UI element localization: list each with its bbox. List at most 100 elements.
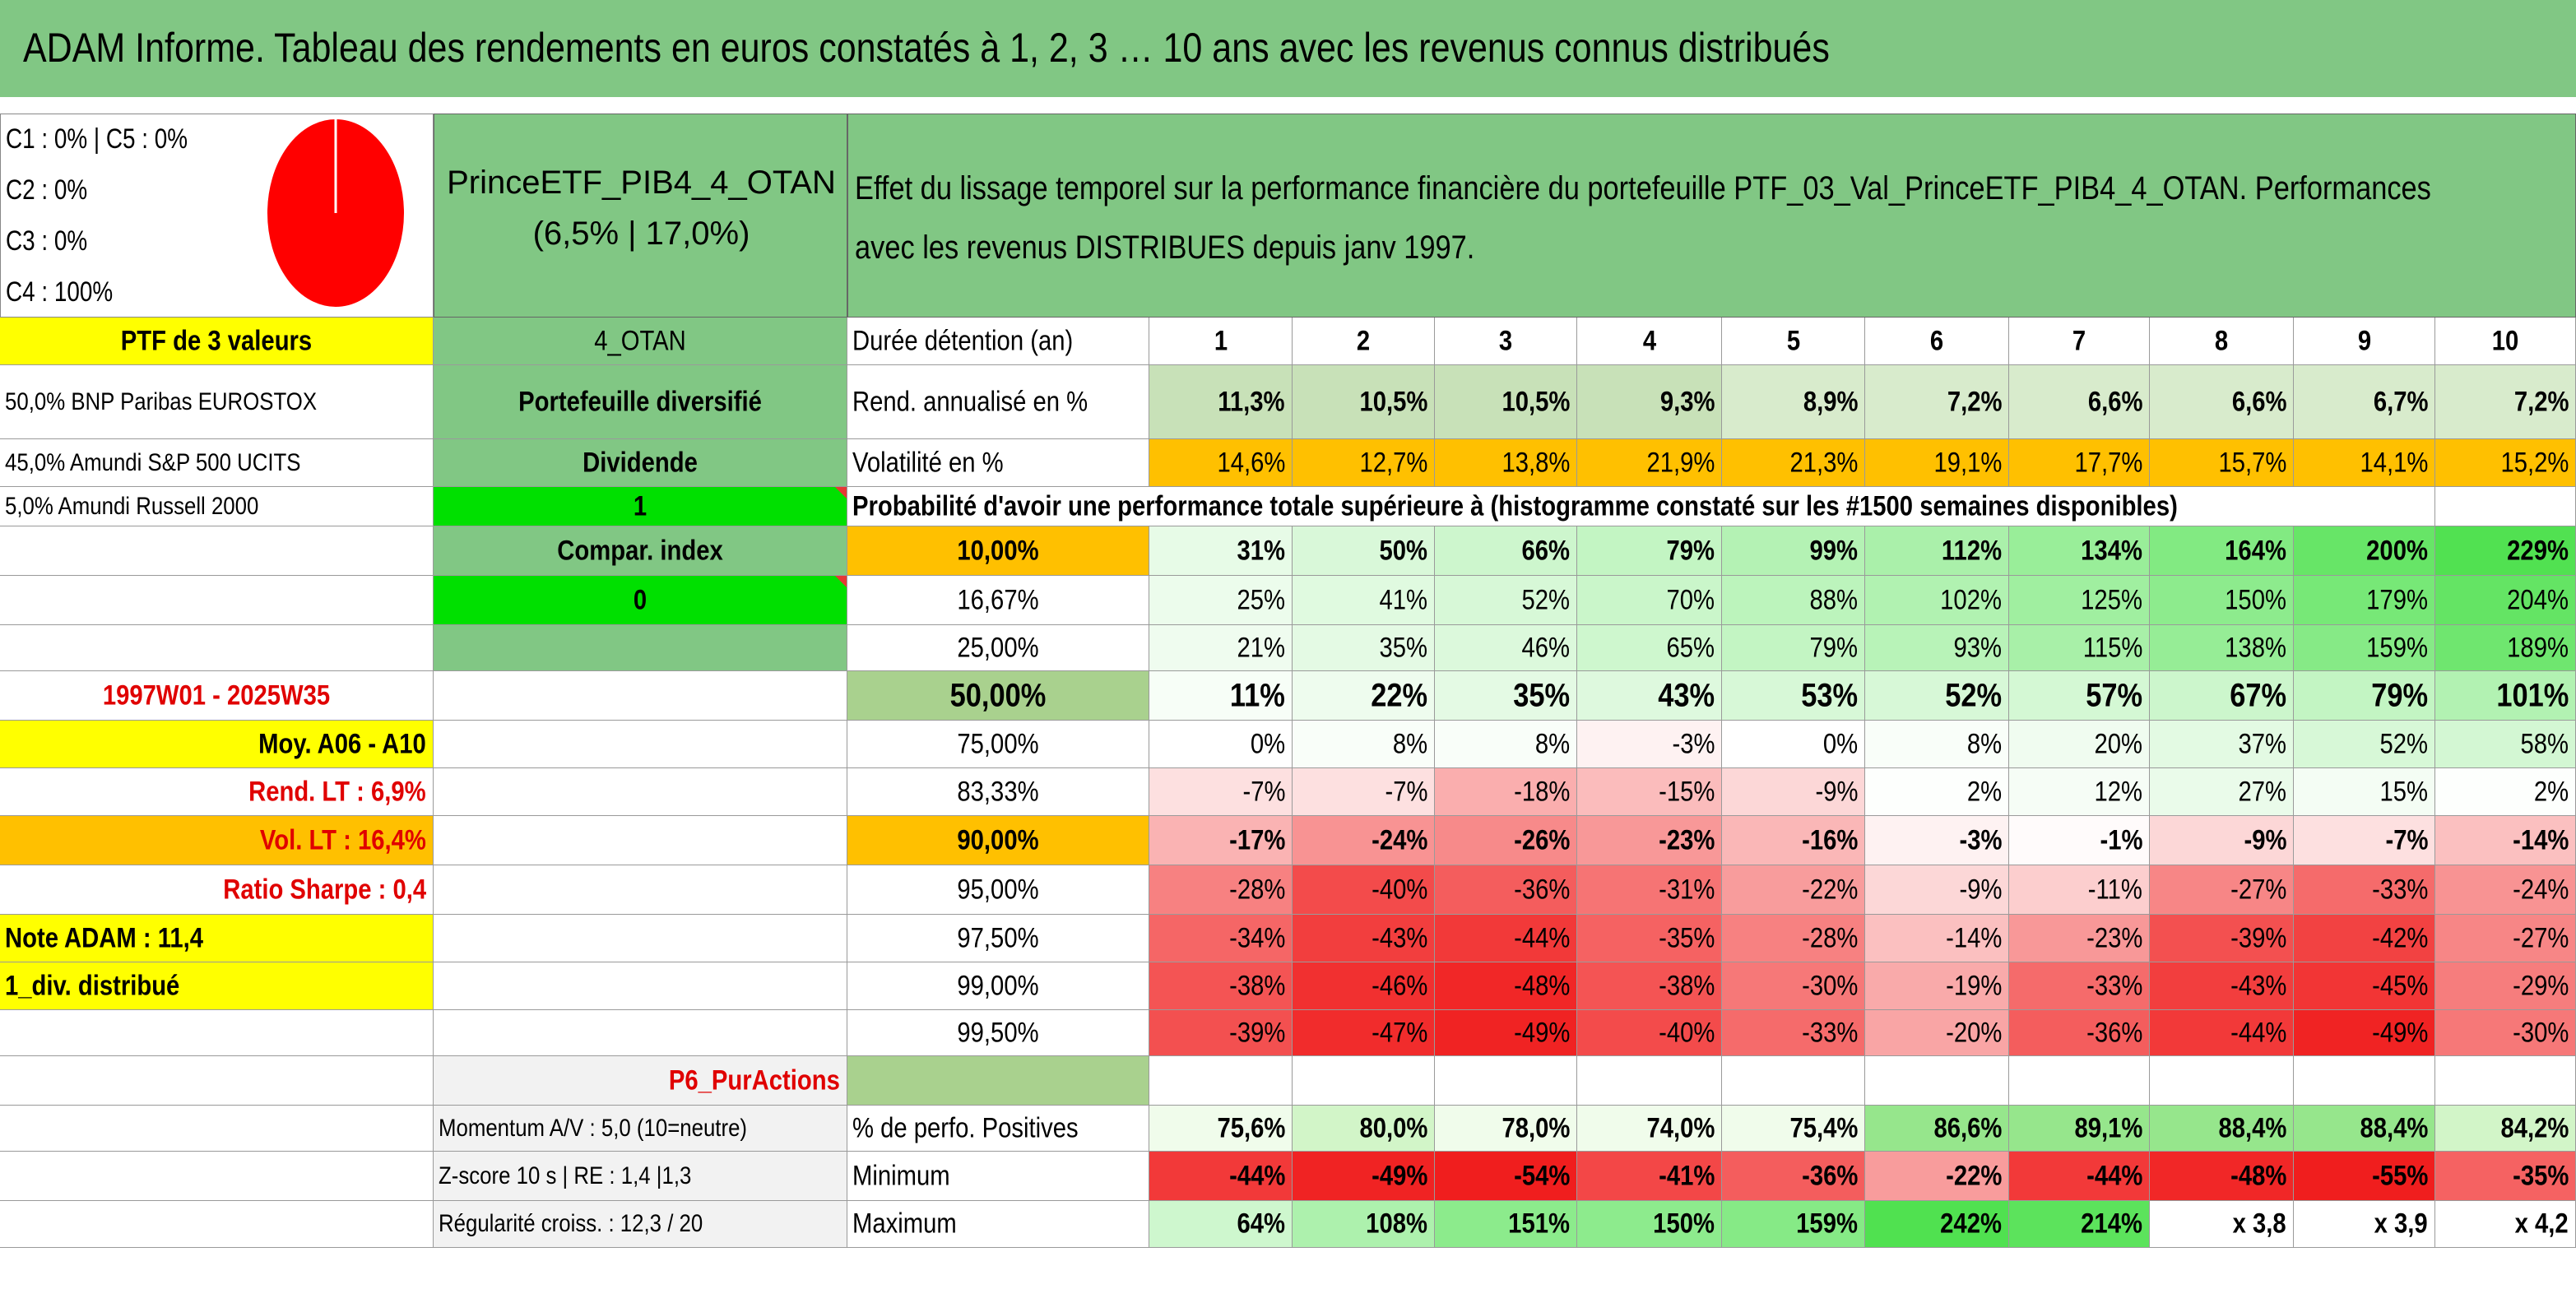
left-cell-2-text: 45,0% Amundi S&P 500 UCITS — [5, 448, 301, 476]
quantile-value-text: -9% — [2243, 824, 2286, 855]
pos-value-text: 80,0% — [1359, 1112, 1427, 1143]
vol-value-text: 14,6% — [1217, 447, 1285, 478]
title-bar: ADAM Informe. Tableau des rendements en … — [0, 0, 2576, 100]
left-cell-9-text: Rend. LT : 6,9% — [248, 776, 426, 807]
min-value: -48% — [2150, 1152, 2294, 1201]
quantile-value-text: 8% — [1534, 728, 1570, 759]
mid-cell-3: 1 — [434, 487, 847, 526]
empty-label-15 — [847, 1056, 1149, 1106]
rend-value-text: 6,7% — [2373, 386, 2428, 417]
quantile-value-text: -3% — [1671, 728, 1715, 759]
max-value: x 3,8 — [2150, 1201, 2294, 1248]
mid-cell-11 — [434, 865, 847, 915]
pos-value: 88,4% — [2150, 1106, 2294, 1152]
quantile-value: -38% — [1149, 962, 1293, 1010]
max-value: 214% — [2009, 1201, 2150, 1248]
year-header-text: 9 — [2357, 325, 2371, 356]
quantile-value-text: -20% — [1945, 1017, 2002, 1048]
rend-value: 9,3% — [1577, 365, 1722, 439]
quantile-value: 22% — [1293, 671, 1435, 721]
quantile-value: -46% — [1293, 962, 1435, 1010]
mid-cell-4-text: Compar. index — [557, 535, 723, 566]
min-value: -22% — [1865, 1152, 2009, 1201]
min-value: -35% — [2435, 1152, 2576, 1201]
quantile-value-text: -28% — [1228, 874, 1285, 905]
quantile-value: 25% — [1149, 576, 1293, 625]
quantile-value-text: -26% — [1513, 824, 1570, 855]
quantile-value: -36% — [1435, 865, 1577, 915]
description-header: Effet du lissage temporel sur la perform… — [847, 114, 2576, 318]
quantile-label: 50,00% — [847, 671, 1149, 721]
quantile-value-text: 79% — [1809, 632, 1858, 663]
quantile-value: -7% — [1149, 768, 1293, 816]
quantile-value: -44% — [2150, 1010, 2294, 1056]
quantile-value-text: 179% — [2366, 584, 2428, 615]
quantile-value-text: 66% — [1521, 535, 1570, 566]
quantile-value-text: 159% — [2366, 632, 2428, 663]
quantile-label: 99,50% — [847, 1010, 1149, 1056]
quantile-value: -34% — [1149, 915, 1293, 962]
quantile-value-text: 164% — [2225, 535, 2286, 566]
mid-cell-6 — [434, 625, 847, 671]
quantile-value: -14% — [1865, 915, 2009, 962]
pos-label-text: % de perfo. Positives — [852, 1112, 1079, 1143]
quantile-value-text: 12% — [2094, 776, 2142, 807]
quantile-value-text: 35% — [1513, 677, 1570, 713]
vol-value: 21,3% — [1722, 439, 1865, 487]
quantile-value-text: 21% — [1237, 632, 1285, 663]
min-value: -55% — [2294, 1152, 2435, 1201]
vol-value: 14,6% — [1149, 439, 1293, 487]
quantile-value: 21% — [1149, 625, 1293, 671]
quantile-value: 27% — [2150, 768, 2294, 816]
quantile-value: 8% — [1865, 721, 2009, 768]
rend-value: 6,6% — [2009, 365, 2150, 439]
quantile-value-text: -31% — [1658, 874, 1715, 905]
quantile-value-text: 31% — [1237, 535, 1285, 566]
year-header: 1 — [1149, 318, 1293, 365]
rend-value-text: 10,5% — [1502, 386, 1570, 417]
pos-value-text: 74,0% — [1646, 1112, 1715, 1143]
quantile-value-text: -27% — [2230, 874, 2286, 905]
quantile-value: -45% — [2294, 962, 2435, 1010]
quantile-value: -28% — [1722, 915, 1865, 962]
quantile-value-text: -47% — [1371, 1017, 1427, 1048]
quantile-value: 93% — [1865, 625, 2009, 671]
quantile-value: 79% — [1722, 625, 1865, 671]
quantile-value: -36% — [2009, 1010, 2150, 1056]
quantile-value-text: -40% — [1371, 874, 1427, 905]
left-cell-12: Note ADAM : 11,4 — [0, 915, 434, 962]
quantile-value: 35% — [1435, 671, 1577, 721]
quantile-value: 179% — [2294, 576, 2435, 625]
quantile-value: -30% — [1722, 962, 1865, 1010]
quantile-value: 43% — [1577, 671, 1722, 721]
rend-value: 11,3% — [1149, 365, 1293, 439]
quantile-value: -43% — [2150, 962, 2294, 1010]
left-cell-12-text: Note ADAM : 11,4 — [5, 922, 204, 953]
vol-value-text: 17,7% — [2074, 447, 2142, 478]
quantile-label-text: 75,00% — [957, 728, 1039, 759]
quantile-value-text: -44% — [1513, 922, 1570, 953]
mid-cell-17: Z-score 10 s | RE : 1,4 |1,3 — [434, 1152, 847, 1201]
quantile-value-text: 0% — [1250, 728, 1285, 759]
vol-value: 13,8% — [1435, 439, 1577, 487]
left-cell-5 — [0, 576, 434, 625]
min-value: -36% — [1722, 1152, 1865, 1201]
left-cell-4 — [0, 526, 434, 576]
quantile-value: 0% — [1722, 721, 1865, 768]
quantile-value-text: 52% — [1521, 584, 1570, 615]
quantile-value-text: -48% — [1513, 970, 1570, 1001]
quantile-label-text: 95,00% — [957, 874, 1039, 905]
quantile-value-text: -39% — [1228, 1017, 1285, 1048]
quantile-value: -7% — [2294, 816, 2435, 865]
max-value-text: 151% — [1508, 1208, 1570, 1240]
mid-cell-5: 0 — [434, 576, 847, 625]
rend-value: 7,2% — [2435, 365, 2576, 439]
min-value-text: -48% — [2230, 1160, 2286, 1191]
quantile-value-text: 2% — [1966, 776, 2002, 807]
min-value-text: -41% — [1658, 1160, 1715, 1191]
quantile-value-text: -19% — [1945, 970, 2002, 1001]
left-cell-16 — [0, 1106, 434, 1152]
left-cell-9: Rend. LT : 6,9% — [0, 768, 434, 816]
quantile-value: 88% — [1722, 576, 1865, 625]
rend-label-text: Rend. annualisé en % — [852, 386, 1088, 417]
